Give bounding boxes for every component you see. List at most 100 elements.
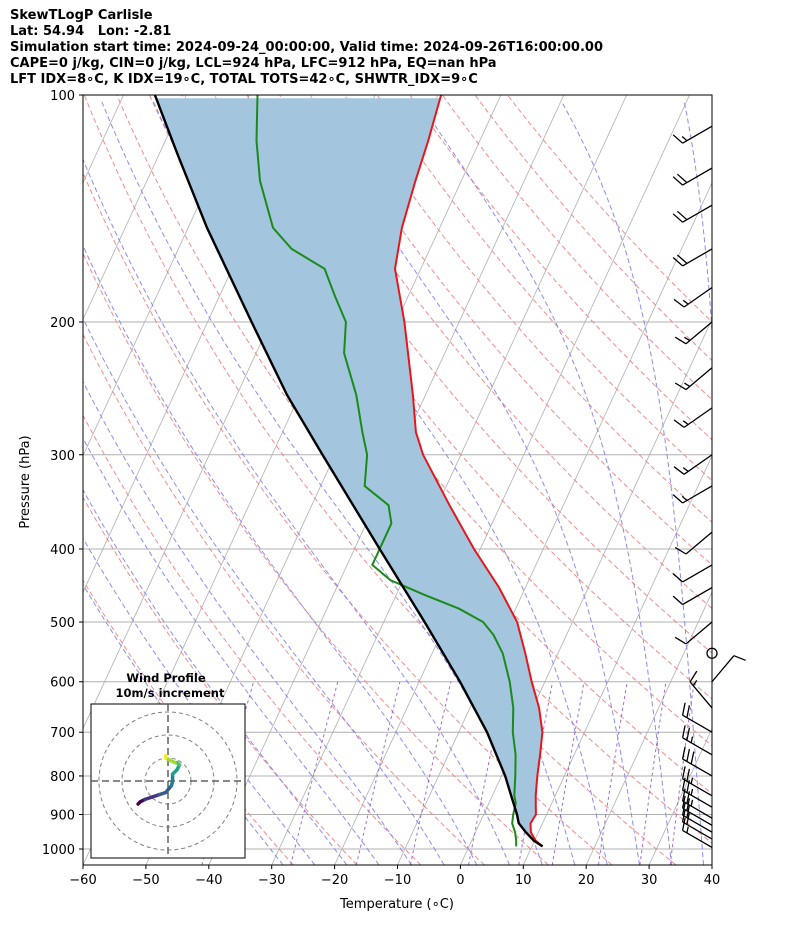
parcel-path-line: [153, 95, 544, 848]
isotherm-line: [83, 95, 187, 321]
wind-barb: [681, 746, 713, 777]
wind-barb: [681, 766, 713, 797]
profile-series: [153, 95, 544, 848]
hodograph-plot: [91, 704, 245, 858]
wind-barb: [672, 248, 713, 267]
moist-adiabat: [83, 158, 511, 865]
cape-area: [156, 98, 543, 847]
wind-barb: [672, 125, 713, 144]
y-tick-label: 700: [50, 726, 75, 741]
moist-adiabat: [83, 488, 348, 865]
cape-cin-fill: [156, 98, 543, 847]
dry-adiabat: [376, 95, 712, 482]
dewpoint-line: [255, 95, 518, 847]
wind-barb: [672, 564, 713, 583]
isotherm-line: [83, 95, 250, 457]
wind-barb: [674, 621, 713, 645]
dry-adiabat: [181, 95, 712, 747]
x-tick-label: −30: [258, 873, 285, 888]
wind-barb: [674, 531, 713, 555]
mixing-ratio-line: [355, 681, 401, 865]
mixing-ratio-line: [639, 681, 667, 865]
hodograph-inset: Wind Profile 10m/s increment: [90, 671, 246, 859]
x-tick-label: −40: [195, 873, 222, 888]
moist-adiabat: [83, 380, 412, 865]
x-tick-label: −10: [384, 873, 411, 888]
moist-adiabat: [418, 101, 673, 865]
stability-indices-2: LFT IDX=8∘C, K IDX=19∘C, TOTAL TOTS=42∘C…: [10, 72, 478, 87]
x-tick-label: 10: [515, 873, 532, 888]
mixing-ratio-line: [597, 681, 628, 865]
stability-indices-1: CAPE=0 j/kg, CIN=0 j/kg, LCL=924 hPa, LF…: [10, 56, 497, 71]
dry-adiabat: [311, 95, 712, 566]
wind-barb: [672, 167, 713, 186]
wind-barb: [681, 788, 713, 819]
dry-adiabat: [474, 95, 712, 362]
moist-adiabat: [218, 101, 608, 865]
y-tick-label: 800: [50, 770, 75, 785]
wind-barb: [672, 586, 713, 606]
isotherm-line: [334, 95, 690, 865]
isotherm-line: [271, 95, 628, 865]
mixing-ratio-line: [409, 681, 452, 865]
y-tick-label: 100: [50, 89, 75, 104]
x-tick-label: 20: [578, 873, 595, 888]
wind-barb: [674, 321, 713, 345]
mixing-ratio-line: [551, 681, 585, 865]
isotherm-line: [522, 454, 712, 865]
y-tick-label: 600: [50, 676, 75, 691]
dry-adiabat: [83, 414, 422, 865]
y-tick-label: 500: [50, 616, 75, 631]
moist-adiabat: [83, 317, 445, 865]
y-tick-label: 200: [50, 316, 75, 331]
wind-barb: [674, 367, 713, 391]
moist-adiabat: [561, 101, 704, 865]
wind-barb: [673, 286, 713, 308]
station-title: SkewTLogP Carlisle: [10, 8, 153, 23]
dry-adiabat: [83, 333, 485, 865]
wind-barb: [689, 670, 713, 709]
dry-adiabat: [507, 95, 712, 323]
wind-barb: [681, 777, 713, 808]
x-tick-label: −20: [321, 873, 348, 888]
x-tick-label: 30: [641, 873, 658, 888]
x-tick-label: 0: [456, 873, 464, 888]
y-tick-label: 1000: [42, 843, 75, 858]
y-tick-label: 900: [50, 809, 75, 824]
station-coordinates: Lat: 54.94 Lon: -2.81: [10, 24, 172, 39]
wind-barb: [673, 407, 713, 428]
isotherm-line: [585, 591, 712, 865]
x-tick-label: −50: [132, 873, 159, 888]
moist-adiabat: [683, 101, 712, 339]
mixing-ratio-line: [669, 681, 695, 865]
chart-header: SkewTLogP Carlisle Lat: 54.94 Lon: -2.81…: [10, 8, 603, 88]
mixing-ratio-line: [290, 681, 339, 865]
wind-barb: [711, 655, 746, 683]
dry-adiabat: [441, 95, 712, 401]
calm-wind-circle: [706, 647, 718, 659]
wind-barb: [681, 702, 713, 733]
isotherm-line: [711, 864, 712, 865]
moist-adiabat: [83, 437, 380, 865]
moist-adiabat: [83, 537, 316, 865]
wind-barbs: [672, 125, 746, 848]
wind-barb: [681, 817, 713, 848]
moist-adiabat: [83, 244, 478, 865]
y-tick-label: 400: [50, 543, 75, 558]
dry-adiabat: [116, 95, 712, 844]
x-tick-label: −60: [69, 873, 96, 888]
wind-barb: [672, 485, 713, 504]
axis-ticks: −60 −50 −40 −30 −20 −10 0 10 20 30 40 1000 900 800 700…: [42, 89, 720, 888]
mixing-ratio-line: [468, 681, 506, 865]
x-axis-title: Temperature (∘C): [339, 897, 454, 912]
temperature-line: [393, 95, 544, 848]
dry-adiabat: [83, 252, 549, 865]
dry-adiabat: [344, 95, 712, 523]
x-tick-label: 40: [704, 873, 721, 888]
y-axis-title: Pressure (hPa): [18, 435, 33, 528]
y-tick-label: 300: [50, 449, 75, 464]
wind-barb: [672, 204, 713, 223]
wind-barb: [673, 454, 713, 475]
moist-adiabat: [304, 101, 640, 865]
